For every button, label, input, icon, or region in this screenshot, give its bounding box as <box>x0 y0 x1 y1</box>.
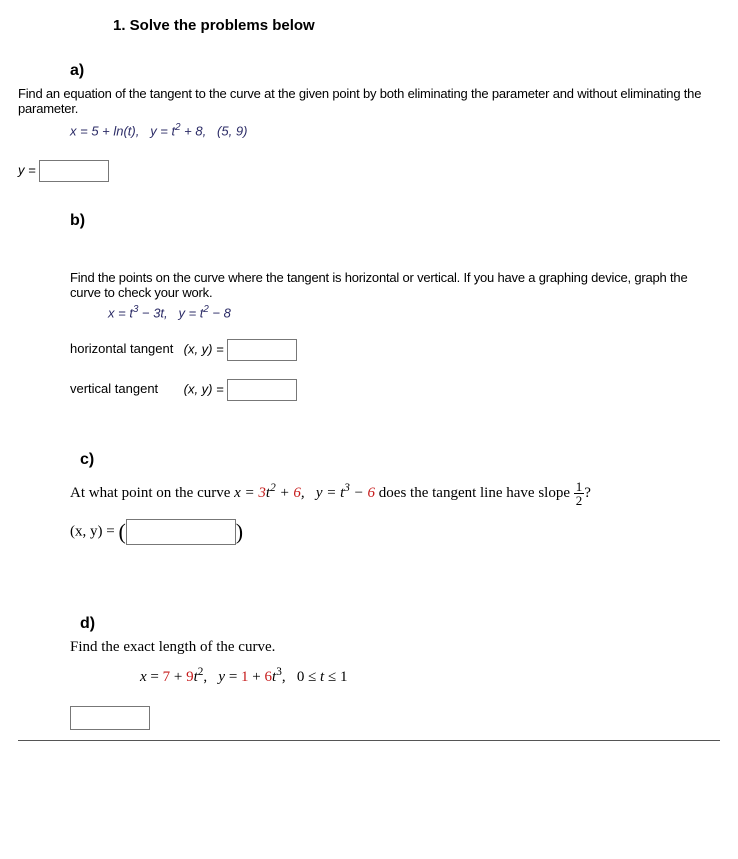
answer-input-d[interactable] <box>70 706 150 730</box>
prompt-b: Find the points on the curve where the t… <box>70 270 720 300</box>
answer-row-a: y = <box>18 160 720 182</box>
horizontal-input[interactable] <box>227 339 297 361</box>
vertical-input[interactable] <box>227 379 297 401</box>
section-a: a) Find an equation of the tangent to th… <box>18 62 720 182</box>
xy-label-v: (x, y) = <box>184 381 224 396</box>
eq-c-y: y = t3 − 6 <box>316 485 375 501</box>
section-d: d) Find the exact length of the curve. x… <box>70 615 720 730</box>
answer-prefix-a: y = <box>18 163 36 178</box>
slope-fraction: 12 <box>574 480 585 507</box>
slope-num: 1 <box>574 480 585 494</box>
eq-c-x: x = 3t2 + 6, <box>234 485 304 501</box>
horizontal-tangent-row: horizontal tangent (x, y) = <box>70 339 720 361</box>
horizontal-label: horizontal tangent <box>70 341 180 356</box>
main-title: 1. Solve the problems below <box>113 17 720 34</box>
vertical-label: vertical tangent <box>70 381 180 396</box>
equation-a: x = 5 + ln(t), y = t2 + 8, (5, 9) <box>70 122 720 138</box>
xy-label-h: (x, y) = <box>184 341 224 356</box>
equation-d: x = 7 + 9t2, y = 1 + 6t3, 0 ≤ t ≤ 1 <box>140 666 720 686</box>
prompt-c-suffix: does the tangent line have slope <box>379 485 574 501</box>
equation-b: x = t3 − 3t, y = t2 − 8 <box>108 304 720 320</box>
label-c: c) <box>80 451 720 469</box>
vertical-tangent-row: vertical tangent (x, y) = <box>70 379 720 401</box>
prompt-c-prefix: At what point on the curve <box>70 485 234 501</box>
label-b: b) <box>70 212 720 230</box>
section-c: c) At what point on the curve x = 3t2 + … <box>70 451 720 545</box>
section-b: b) Find the points on the curve where th… <box>18 212 720 400</box>
answer-row-c: (x, y) = () <box>70 519 720 545</box>
prompt-c: At what point on the curve x = 3t2 + 6, … <box>70 479 720 507</box>
answer-input-a[interactable] <box>39 160 109 182</box>
answer-input-c[interactable] <box>126 519 236 545</box>
prompt-a: Find an equation of the tangent to the c… <box>18 86 720 116</box>
slope-den: 2 <box>574 494 585 507</box>
answer-row-d <box>70 706 720 730</box>
bottom-rule <box>18 740 720 741</box>
label-d: d) <box>80 615 720 633</box>
prompt-d: Find the exact length of the curve. <box>70 639 720 656</box>
label-a: a) <box>70 62 720 80</box>
